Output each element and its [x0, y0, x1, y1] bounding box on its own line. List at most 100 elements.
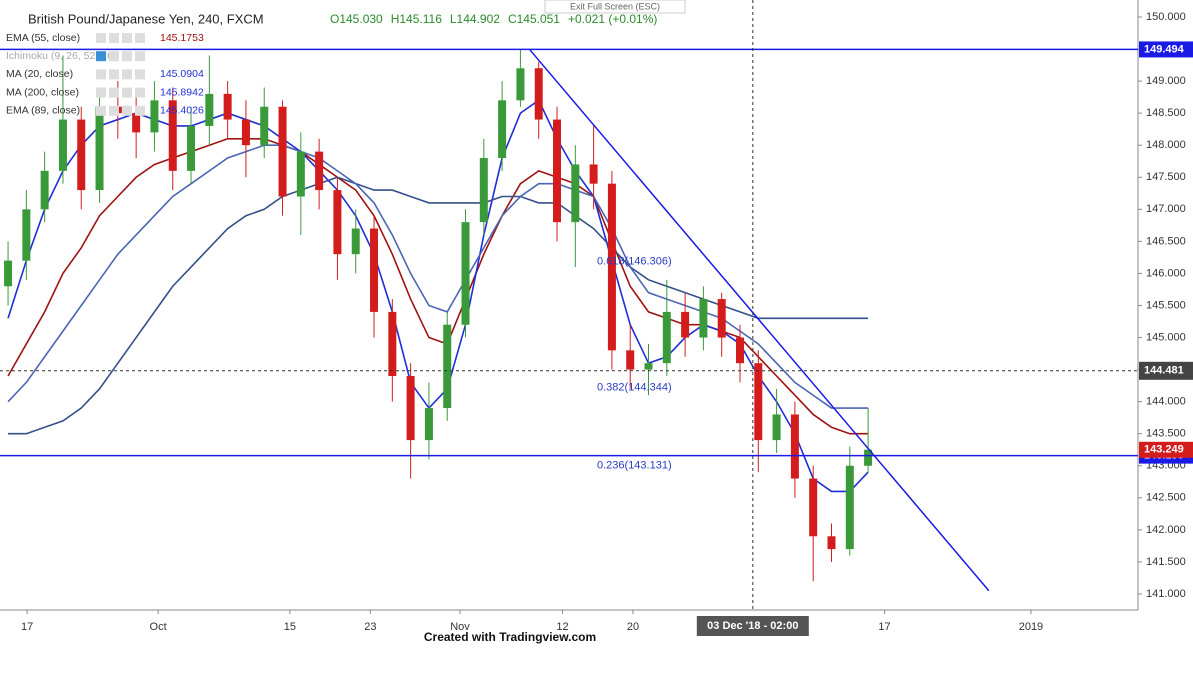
indicator-button[interactable]: [122, 105, 132, 116]
indicator-button[interactable]: [96, 51, 106, 62]
indicator-button[interactable]: [96, 87, 106, 98]
indicator-button[interactable]: [109, 87, 119, 98]
indicator-label: MA (200, close): [6, 86, 79, 98]
indicator-button[interactable]: [109, 105, 119, 116]
fib-label: 0.382(144.344): [597, 381, 672, 393]
candle-body: [370, 228, 379, 312]
candle-body: [662, 311, 671, 364]
y-tick-label: 149.000: [1146, 75, 1186, 87]
indicator-value: 145.8942: [160, 86, 204, 98]
x-tick-label: 17: [878, 621, 890, 633]
indicator-label: MA (20, close): [6, 68, 73, 80]
candle-body: [296, 151, 305, 197]
header: O145.030 H145.116 L144.902 C145.051 +0.021 (…: [6, 12, 657, 116]
indicator-button[interactable]: [109, 33, 119, 43]
candle-body: [845, 465, 854, 550]
x-tick-label: 23: [364, 621, 376, 633]
candle-body: [58, 119, 67, 171]
y-tick-label: 146.500: [1146, 235, 1186, 247]
y-tick-label: 148.500: [1146, 107, 1186, 119]
candle-body: [571, 164, 580, 223]
candle-body: [315, 151, 324, 191]
indicator-value: 145.4026: [160, 105, 204, 117]
candle-body: [809, 478, 818, 537]
indicator-label: EMA (55, close): [6, 32, 80, 44]
candle-body: [223, 93, 232, 120]
y-tick-label: 145.000: [1146, 331, 1186, 343]
indicator-button[interactable]: [122, 69, 132, 80]
ohlc-label: +0.021 (+0.01%): [568, 12, 657, 26]
banner[interactable]: Exit Full Screen (ESC): [570, 1, 660, 11]
indicator-label: Ichimoku (9, 26, 52, 26): [6, 50, 116, 62]
candle-body: [607, 183, 616, 351]
indicator-button[interactable]: [135, 105, 145, 116]
x-tick-label: 15: [284, 621, 296, 633]
crosshair-y-label: 144.481: [1144, 365, 1184, 377]
crosshair-x-box: [696, 616, 809, 636]
candle-body: [278, 106, 287, 197]
indicator-button[interactable]: [135, 87, 145, 98]
y-tick-label: 144.000: [1146, 396, 1186, 408]
candle-body: [699, 299, 708, 338]
indicator-button[interactable]: [122, 51, 132, 62]
candle-body: [241, 119, 250, 146]
chart-title: British Pound/Japanese Yen, 240, FXCM: [28, 11, 264, 26]
candle-body: [498, 100, 507, 159]
last-price-box: [1139, 441, 1193, 458]
x-tick-label: Nov: [450, 621, 470, 633]
candle-body: [187, 125, 196, 171]
candle-body: [827, 536, 836, 550]
x-tick-label: 20: [627, 621, 639, 633]
candle-body: [461, 222, 470, 325]
candle-body: [22, 209, 31, 261]
indicator-button[interactable]: [109, 51, 119, 62]
candle-body: [443, 324, 452, 409]
indicator-label: EMA (89, close): [6, 105, 80, 117]
candle-body: [626, 350, 635, 370]
candle-body: [644, 363, 653, 370]
indicator-button[interactable]: [122, 33, 132, 43]
candle-body: [516, 68, 525, 101]
last-price-label: 143.249: [1144, 444, 1184, 456]
candle-body: [424, 408, 433, 441]
x-tick-label: 12: [556, 621, 568, 633]
indicator-button[interactable]: [96, 69, 106, 80]
candle-body: [77, 119, 86, 191]
y-tick-label: 147.000: [1146, 203, 1186, 215]
candle-body: [4, 260, 13, 287]
candle-body: [772, 414, 781, 441]
candle-body: [351, 228, 360, 255]
candle-body: [790, 414, 799, 479]
candle-body: [150, 100, 159, 133]
candle-body: [534, 68, 543, 120]
footer: Created with Tradingview.com: [424, 630, 596, 644]
crosshair-x-label: 03 Dec '18 - 02:00: [707, 620, 798, 632]
candle-body: [589, 164, 598, 184]
candle-body: [132, 113, 141, 133]
indicator-button[interactable]: [96, 105, 106, 116]
y-tick-label: 148.000: [1146, 139, 1186, 151]
indicator-value: 145.1753: [160, 32, 204, 44]
indicator-button[interactable]: [109, 69, 119, 80]
y-tick-label: 145.500: [1146, 299, 1186, 311]
indicator-button[interactable]: [135, 51, 145, 62]
candle-body: [754, 363, 763, 441]
indicator-button[interactable]: [122, 87, 132, 98]
banner-box[interactable]: [544, 0, 686, 14]
trendline: [528, 48, 990, 592]
plot: 141.000141.500142.000142.500143.000143.5…: [0, 0, 1193, 636]
indicator-button[interactable]: [135, 33, 145, 43]
candle-body: [95, 106, 104, 191]
indicator-button[interactable]: [96, 33, 106, 43]
candle-body: [388, 311, 397, 377]
y-tick-label: 150.000: [1146, 11, 1186, 23]
indicator-button[interactable]: [135, 69, 145, 80]
candle-body: [736, 337, 745, 364]
y-tick-label: 146.000: [1146, 267, 1186, 279]
y-tick-label: 142.500: [1146, 492, 1186, 504]
x-tick-label: 17: [21, 621, 33, 633]
x-tick-label: Oct: [150, 621, 167, 633]
ohlc-label: C145.051: [508, 12, 560, 26]
